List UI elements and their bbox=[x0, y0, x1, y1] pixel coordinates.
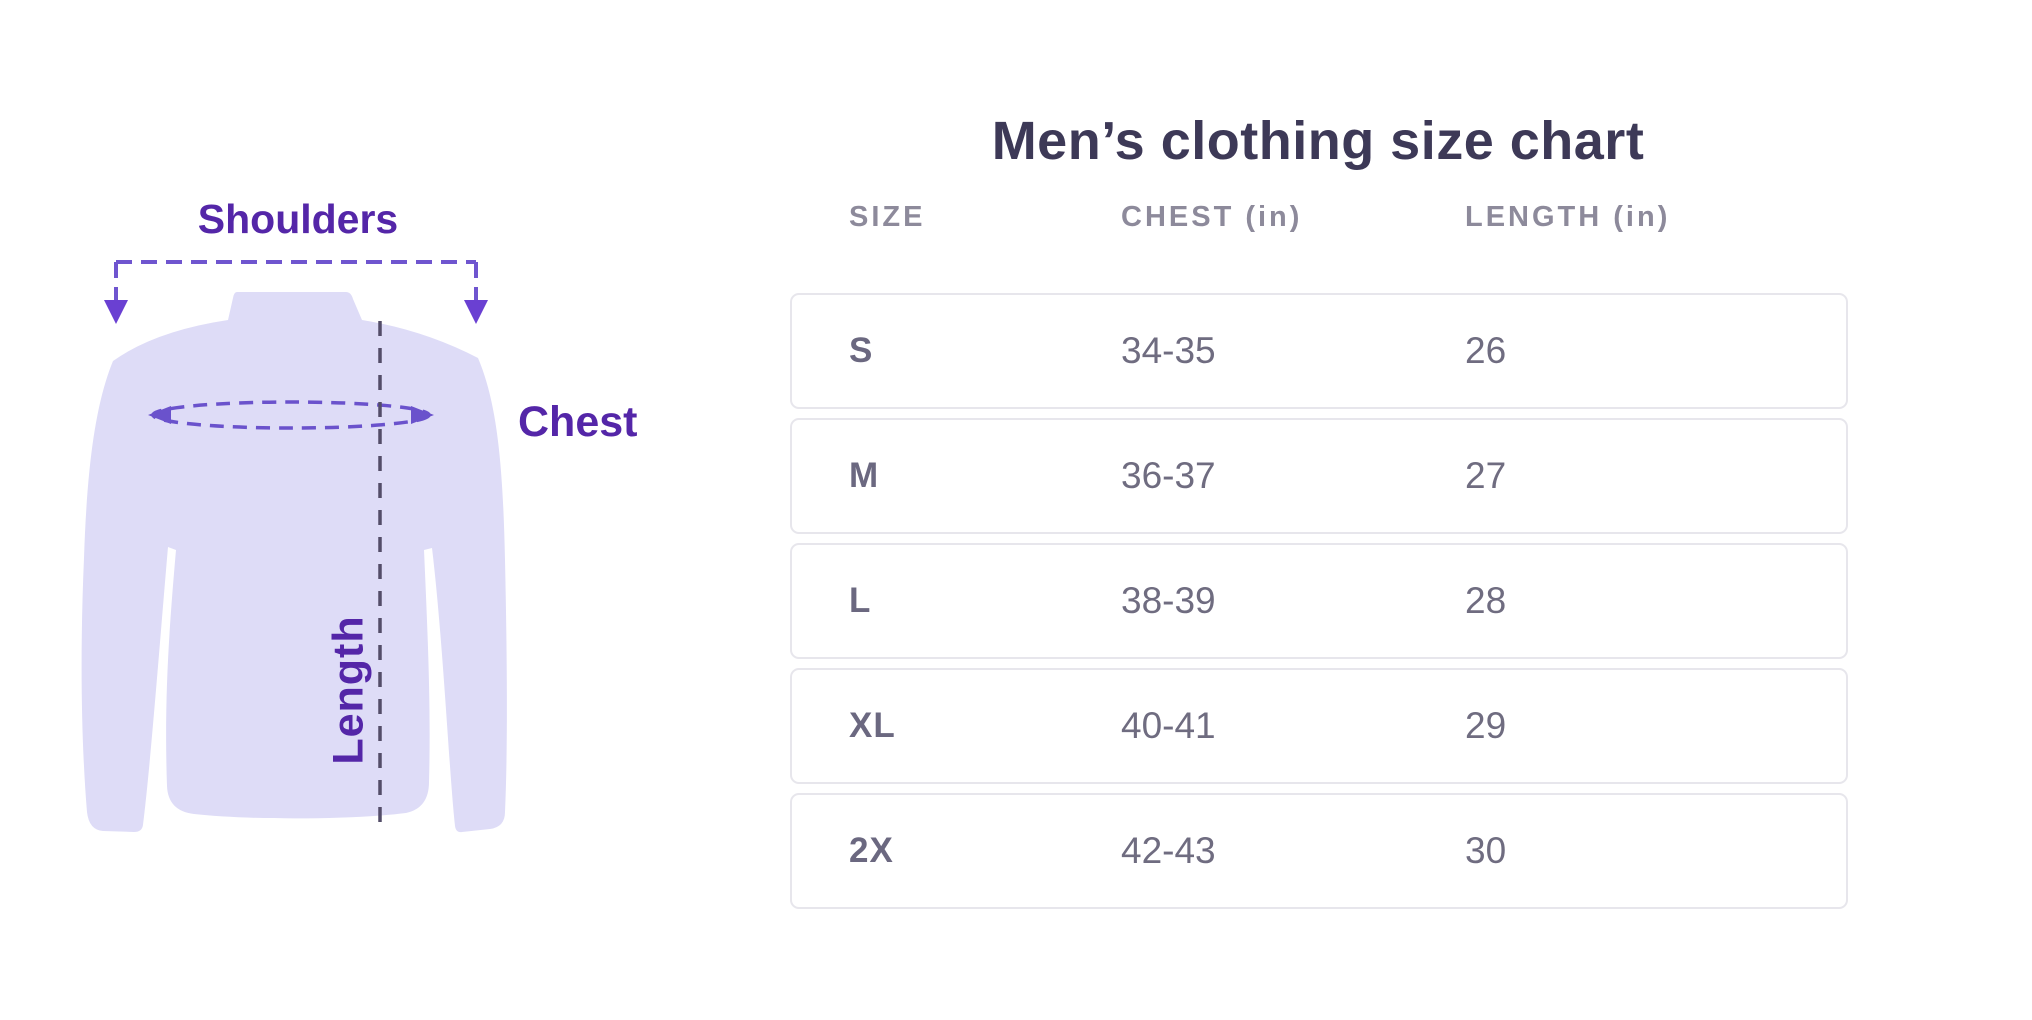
table-row: L 38-39 28 bbox=[790, 543, 1848, 659]
size-value: L bbox=[849, 581, 872, 620]
length-value: 30 bbox=[1465, 830, 1507, 871]
chest-arrow-left-icon bbox=[148, 406, 171, 424]
chest-arrow-right-icon bbox=[411, 406, 434, 424]
shirt-measurement-diagram: Shoulders Chest Length bbox=[0, 0, 700, 1020]
size-value: M bbox=[849, 456, 880, 495]
size-value: S bbox=[849, 331, 874, 370]
chest-value: 38-39 bbox=[1121, 580, 1216, 621]
chest-value: 34-35 bbox=[1121, 330, 1216, 371]
column-header-length: LENGTH (in) bbox=[1465, 201, 1671, 233]
table-row: S 34-35 26 bbox=[790, 293, 1848, 409]
chest-value: 40-41 bbox=[1121, 705, 1216, 746]
length-label: Length bbox=[324, 615, 373, 765]
length-value: 26 bbox=[1465, 330, 1507, 371]
table-header-row: SIZE CHEST (in) LENGTH (in) bbox=[0, 201, 2032, 235]
column-header-chest: CHEST (in) bbox=[1121, 201, 1303, 233]
column-header-size: SIZE bbox=[849, 201, 926, 233]
length-value: 28 bbox=[1465, 580, 1507, 621]
shoulders-arrow-left-icon bbox=[104, 300, 128, 324]
shoulders-label: Shoulders bbox=[197, 196, 399, 242]
size-value: XL bbox=[849, 706, 896, 745]
table-row: 2X 42-43 30 bbox=[790, 793, 1848, 909]
page-title: Men’s clothing size chart bbox=[991, 111, 1645, 172]
shirt-silhouette-shape bbox=[81, 292, 507, 833]
chest-label: Chest bbox=[518, 398, 638, 446]
length-value: 27 bbox=[1465, 455, 1507, 496]
table-row: M 36-37 27 bbox=[790, 418, 1848, 534]
length-value: 29 bbox=[1465, 705, 1507, 746]
chest-value: 36-37 bbox=[1121, 455, 1216, 496]
table-row: XL 40-41 29 bbox=[790, 668, 1848, 784]
size-value: 2X bbox=[849, 831, 894, 870]
shoulders-arrow-right-icon bbox=[464, 300, 488, 324]
size-table: S 34-35 26 M 36-37 27 L 38-39 28 XL 40-4… bbox=[790, 293, 1848, 918]
chest-value: 42-43 bbox=[1121, 830, 1216, 871]
shirt-illustration bbox=[81, 260, 507, 833]
shoulders-measure-bracket bbox=[114, 260, 478, 302]
